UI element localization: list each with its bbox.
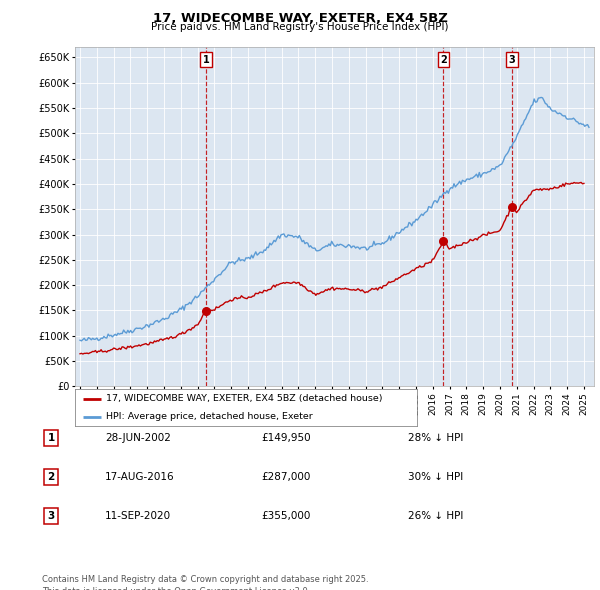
Text: 2: 2 bbox=[47, 472, 55, 481]
Text: 1: 1 bbox=[202, 55, 209, 65]
Text: 28-JUN-2002: 28-JUN-2002 bbox=[105, 433, 171, 442]
Text: 17, WIDECOMBE WAY, EXETER, EX4 5BZ: 17, WIDECOMBE WAY, EXETER, EX4 5BZ bbox=[152, 12, 448, 25]
Text: £287,000: £287,000 bbox=[261, 472, 310, 481]
Text: 1: 1 bbox=[47, 433, 55, 442]
Text: Contains HM Land Registry data © Crown copyright and database right 2025.
This d: Contains HM Land Registry data © Crown c… bbox=[42, 575, 368, 590]
Text: 17, WIDECOMBE WAY, EXETER, EX4 5BZ (detached house): 17, WIDECOMBE WAY, EXETER, EX4 5BZ (deta… bbox=[106, 394, 382, 403]
Text: 2: 2 bbox=[440, 55, 447, 65]
Text: 30% ↓ HPI: 30% ↓ HPI bbox=[408, 472, 463, 481]
Text: HPI: Average price, detached house, Exeter: HPI: Average price, detached house, Exet… bbox=[106, 412, 313, 421]
Text: 11-SEP-2020: 11-SEP-2020 bbox=[105, 511, 171, 520]
Text: 26% ↓ HPI: 26% ↓ HPI bbox=[408, 511, 463, 520]
Text: Price paid vs. HM Land Registry's House Price Index (HPI): Price paid vs. HM Land Registry's House … bbox=[151, 22, 449, 32]
Text: £149,950: £149,950 bbox=[261, 433, 311, 442]
Text: £355,000: £355,000 bbox=[261, 511, 310, 520]
Text: 17-AUG-2016: 17-AUG-2016 bbox=[105, 472, 175, 481]
Text: 3: 3 bbox=[508, 55, 515, 65]
Text: 3: 3 bbox=[47, 511, 55, 520]
Text: 28% ↓ HPI: 28% ↓ HPI bbox=[408, 433, 463, 442]
